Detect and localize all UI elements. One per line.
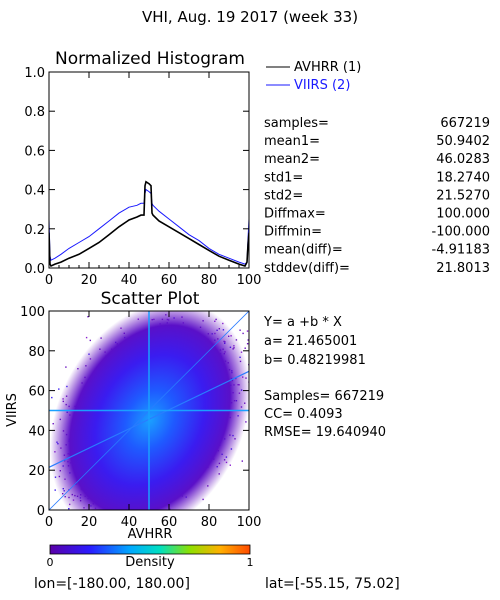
stat-value: -100.000 (432, 225, 490, 240)
histogram-series-group (49, 180, 249, 268)
stat-value: 18.2740 (436, 170, 490, 185)
stat-value: 667219 (440, 116, 490, 131)
histogram-x-tick-label: 40 (121, 273, 138, 288)
scatter-panel: Scatter Plot 0 20 40 60 80 100 0 20 40 60 80 100 AV… (5, 289, 261, 542)
stat-label: samples= (264, 116, 329, 131)
stat-row: Diffmax= 100.000 (264, 207, 490, 222)
histogram-series-viirs (49, 188, 249, 265)
stat-value: -4.91183 (432, 243, 490, 258)
scatter-x-tick-label: 40 (121, 515, 138, 530)
footer-lon: lon=[-180.00, 180.00] (34, 576, 190, 592)
stat-label: std2= (264, 188, 303, 203)
stat-value: 21.5270 (436, 188, 490, 203)
legend-label-viirs: VIIRS (2) (294, 78, 350, 93)
scatter-x-tick-label: 80 (201, 515, 218, 530)
histogram-y-tick-label: 0.6 (24, 144, 45, 159)
regression-info: Y= a +b * X a= 21.465001 b= 0.48219981 S… (263, 315, 386, 440)
histogram-legend: AVHRR (1) VIIRS (2) (266, 60, 361, 93)
histogram-x-tick-label: 20 (81, 273, 98, 288)
stat-label: std1= (264, 170, 303, 185)
colorbar-max-label: 1 (247, 556, 254, 569)
stat-value: 50.9402 (436, 134, 490, 149)
scatter-frame (48, 310, 250, 511)
colorbar-min-label: 0 (47, 556, 54, 569)
histogram-x-tick-label: 80 (201, 273, 218, 288)
stat-row: mean(diff)= -4.91183 (264, 243, 490, 258)
stat-label: mean(diff)= (264, 243, 343, 258)
scatter-x-label: AVHRR (128, 527, 173, 542)
colorbar-label: Density (125, 555, 175, 570)
stat-label: mean2= (264, 152, 320, 167)
density-cloud (49, 311, 249, 510)
histogram-ticks: 0 20 40 60 80 100 0.0 0.2 0.4 0.6 0.8 1.0 (24, 66, 261, 288)
scatter-y-tick-label: 40 (28, 424, 45, 439)
histogram-y-tick-label: 1.0 (24, 66, 45, 81)
histogram-y-tick-label: 0.8 (24, 105, 45, 120)
scatter-y-tick-label: 80 (28, 345, 45, 360)
histogram-series-avhrr (49, 180, 249, 268)
stat-row: stddev(diff)= 21.8013 (264, 261, 490, 276)
scatter-y-tick-label: 100 (20, 305, 45, 320)
scatter-density-layer (49, 311, 249, 510)
regression-samples: Samples= 667219 (264, 389, 384, 404)
scatter-y-tick-label: 60 (28, 385, 45, 400)
stat-label: Diffmax= (264, 207, 326, 222)
histogram-y-tick-label: 0.4 (24, 184, 45, 199)
regression-a: a= 21.465001 (264, 334, 357, 349)
regression-equation: Y= a +b * X (263, 315, 342, 330)
stat-value: 46.0283 (436, 152, 490, 167)
scatter-x-tick-label: 20 (81, 515, 98, 530)
stat-row: std2= 21.5270 (264, 188, 490, 203)
histogram-y-tick-label: 0.0 (24, 262, 45, 277)
histogram-title: Normalized Histogram (55, 49, 245, 69)
colorbar: 0 Density 1 (47, 544, 254, 570)
stat-value: 100.000 (436, 207, 490, 222)
stat-row: mean1= 50.9402 (264, 134, 490, 149)
stat-row: mean2= 46.0283 (264, 152, 490, 167)
regression-b: b= 0.48219981 (264, 353, 366, 368)
histogram-x-tick-label: 60 (161, 273, 178, 288)
histogram-y-tick-label: 0.2 (24, 223, 45, 238)
legend-label-avhrr: AVHRR (1) (294, 60, 361, 75)
scatter-x-tick-label: 100 (237, 515, 262, 530)
scatter-title: Scatter Plot (101, 289, 200, 309)
colorbar-gradient (49, 544, 251, 555)
figure-title: VHI, Aug. 19 2017 (week 33) (142, 8, 358, 26)
stat-row: std1= 18.2740 (264, 170, 490, 185)
stat-row: Diffmin= -100.000 (264, 225, 490, 240)
stat-label: mean1= (264, 134, 320, 149)
stat-value: 21.8013 (436, 261, 490, 276)
regression-rmse: RMSE= 19.640940 (264, 425, 386, 440)
regression-cc: CC= 0.4093 (264, 407, 343, 422)
histogram-x-tick-label: 100 (237, 273, 262, 288)
stat-label: stddev(diff)= (264, 261, 350, 276)
statistics-table: samples= 667219 mean1= 50.9402 mean2= 46.0283… (264, 116, 490, 276)
stat-row: samples= 667219 (264, 116, 490, 131)
scatter-x-tick-label: 60 (161, 515, 178, 530)
footer-lat: lat=[-55.15, 75.02] (265, 576, 400, 592)
scatter-ticks: 0 20 40 60 80 100 0 20 40 60 80 100 (20, 305, 261, 530)
stat-label: Diffmin= (264, 225, 322, 240)
histogram-panel: Normalized Histogram 0 20 40 60 80 1000.00.20… (24, 49, 261, 288)
histogram-frame (48, 71, 250, 269)
scatter-y-label: VIIRS (5, 393, 20, 427)
scatter-x-tick-label: 0 (45, 515, 53, 530)
scatter-y-tick-label: 0 (37, 504, 45, 519)
scatter-y-tick-label: 20 (28, 464, 45, 479)
histogram-x-tick-label: 0 (45, 273, 53, 288)
